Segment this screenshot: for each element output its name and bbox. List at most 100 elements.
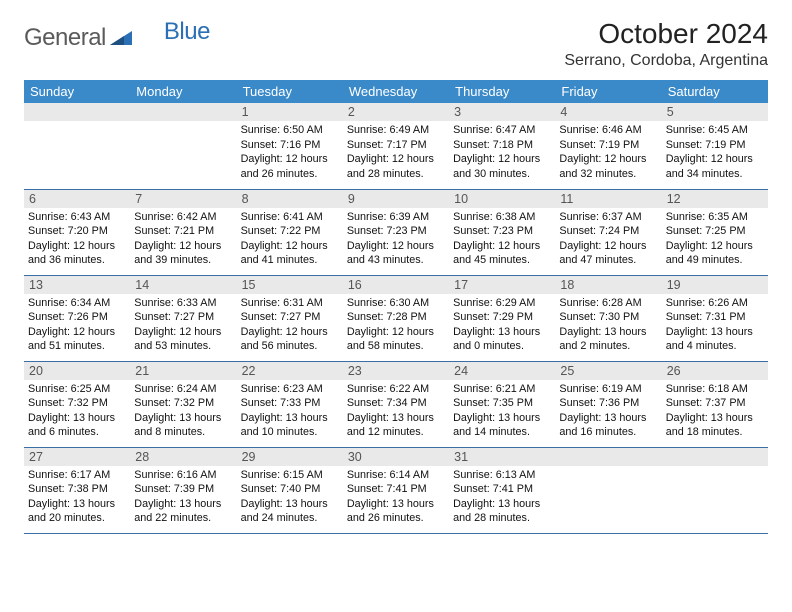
day-number: 6 (24, 190, 130, 208)
day-number: 30 (343, 448, 449, 466)
day-number: 7 (130, 190, 236, 208)
day-details: Sunrise: 6:24 AMSunset: 7:32 PMDaylight:… (130, 380, 236, 444)
day-details: Sunrise: 6:37 AMSunset: 7:24 PMDaylight:… (555, 208, 661, 272)
calendar-day-cell: 7Sunrise: 6:42 AMSunset: 7:21 PMDaylight… (130, 189, 236, 275)
day-details: Sunrise: 6:46 AMSunset: 7:19 PMDaylight:… (555, 121, 661, 185)
day-details: Sunrise: 6:38 AMSunset: 7:23 PMDaylight:… (449, 208, 555, 272)
day-number: 8 (237, 190, 343, 208)
calendar-day-cell: 5Sunrise: 6:45 AMSunset: 7:19 PMDaylight… (662, 103, 768, 189)
day-details: Sunrise: 6:39 AMSunset: 7:23 PMDaylight:… (343, 208, 449, 272)
calendar-day-cell: 31Sunrise: 6:13 AMSunset: 7:41 PMDayligh… (449, 447, 555, 533)
weekday-header: Monday (130, 80, 236, 103)
calendar-empty-cell (130, 103, 236, 189)
day-details: Sunrise: 6:18 AMSunset: 7:37 PMDaylight:… (662, 380, 768, 444)
day-details: Sunrise: 6:33 AMSunset: 7:27 PMDaylight:… (130, 294, 236, 358)
calendar-day-cell: 2Sunrise: 6:49 AMSunset: 7:17 PMDaylight… (343, 103, 449, 189)
day-number: 20 (24, 362, 130, 380)
day-details: Sunrise: 6:30 AMSunset: 7:28 PMDaylight:… (343, 294, 449, 358)
day-number: 3 (449, 103, 555, 121)
day-details: Sunrise: 6:43 AMSunset: 7:20 PMDaylight:… (24, 208, 130, 272)
header: General Blue October 2024 Serrano, Cordo… (24, 18, 768, 70)
calendar-empty-cell (555, 447, 661, 533)
calendar-day-cell: 26Sunrise: 6:18 AMSunset: 7:37 PMDayligh… (662, 361, 768, 447)
day-number: 22 (237, 362, 343, 380)
day-details: Sunrise: 6:28 AMSunset: 7:30 PMDaylight:… (555, 294, 661, 358)
day-details: Sunrise: 6:13 AMSunset: 7:41 PMDaylight:… (449, 466, 555, 530)
day-number: 25 (555, 362, 661, 380)
calendar-table: SundayMondayTuesdayWednesdayThursdayFrid… (24, 80, 768, 534)
day-details: Sunrise: 6:23 AMSunset: 7:33 PMDaylight:… (237, 380, 343, 444)
calendar-empty-cell (662, 447, 768, 533)
weekday-header: Thursday (449, 80, 555, 103)
brand-part1: General (24, 24, 106, 52)
day-number: 26 (662, 362, 768, 380)
calendar-day-cell: 22Sunrise: 6:23 AMSunset: 7:33 PMDayligh… (237, 361, 343, 447)
day-details: Sunrise: 6:15 AMSunset: 7:40 PMDaylight:… (237, 466, 343, 530)
calendar-day-cell: 8Sunrise: 6:41 AMSunset: 7:22 PMDaylight… (237, 189, 343, 275)
day-number: 4 (555, 103, 661, 121)
day-number: 31 (449, 448, 555, 466)
day-details: Sunrise: 6:25 AMSunset: 7:32 PMDaylight:… (24, 380, 130, 444)
calendar-day-cell: 16Sunrise: 6:30 AMSunset: 7:28 PMDayligh… (343, 275, 449, 361)
brand-logo: General Blue (24, 18, 210, 52)
calendar-day-cell: 20Sunrise: 6:25 AMSunset: 7:32 PMDayligh… (24, 361, 130, 447)
calendar-empty-cell (24, 103, 130, 189)
day-number: 14 (130, 276, 236, 294)
calendar-day-cell: 25Sunrise: 6:19 AMSunset: 7:36 PMDayligh… (555, 361, 661, 447)
day-number: 16 (343, 276, 449, 294)
day-details: Sunrise: 6:19 AMSunset: 7:36 PMDaylight:… (555, 380, 661, 444)
calendar-day-cell: 28Sunrise: 6:16 AMSunset: 7:39 PMDayligh… (130, 447, 236, 533)
calendar-day-cell: 29Sunrise: 6:15 AMSunset: 7:40 PMDayligh… (237, 447, 343, 533)
day-number: 18 (555, 276, 661, 294)
day-details: Sunrise: 6:16 AMSunset: 7:39 PMDaylight:… (130, 466, 236, 530)
month-title: October 2024 (564, 18, 768, 50)
triangle-icon (110, 27, 132, 50)
calendar-week-row: 27Sunrise: 6:17 AMSunset: 7:38 PMDayligh… (24, 447, 768, 533)
day-number: 24 (449, 362, 555, 380)
title-block: October 2024 Serrano, Cordoba, Argentina (564, 18, 768, 70)
calendar-day-cell: 3Sunrise: 6:47 AMSunset: 7:18 PMDaylight… (449, 103, 555, 189)
calendar-day-cell: 9Sunrise: 6:39 AMSunset: 7:23 PMDaylight… (343, 189, 449, 275)
day-number: 17 (449, 276, 555, 294)
day-number: 11 (555, 190, 661, 208)
calendar-day-cell: 1Sunrise: 6:50 AMSunset: 7:16 PMDaylight… (237, 103, 343, 189)
calendar-body: 1Sunrise: 6:50 AMSunset: 7:16 PMDaylight… (24, 103, 768, 533)
day-number: 23 (343, 362, 449, 380)
weekday-header-row: SundayMondayTuesdayWednesdayThursdayFrid… (24, 80, 768, 103)
calendar-day-cell: 15Sunrise: 6:31 AMSunset: 7:27 PMDayligh… (237, 275, 343, 361)
calendar-day-cell: 6Sunrise: 6:43 AMSunset: 7:20 PMDaylight… (24, 189, 130, 275)
day-details: Sunrise: 6:35 AMSunset: 7:25 PMDaylight:… (662, 208, 768, 272)
weekday-header: Friday (555, 80, 661, 103)
day-number: 21 (130, 362, 236, 380)
day-number: 2 (343, 103, 449, 121)
day-number: 27 (24, 448, 130, 466)
brand-part2: Blue (164, 18, 210, 46)
calendar-day-cell: 19Sunrise: 6:26 AMSunset: 7:31 PMDayligh… (662, 275, 768, 361)
weekday-header: Saturday (662, 80, 768, 103)
day-details: Sunrise: 6:14 AMSunset: 7:41 PMDaylight:… (343, 466, 449, 530)
weekday-header: Wednesday (343, 80, 449, 103)
day-number: 29 (237, 448, 343, 466)
calendar-day-cell: 24Sunrise: 6:21 AMSunset: 7:35 PMDayligh… (449, 361, 555, 447)
day-details: Sunrise: 6:31 AMSunset: 7:27 PMDaylight:… (237, 294, 343, 358)
day-details: Sunrise: 6:22 AMSunset: 7:34 PMDaylight:… (343, 380, 449, 444)
day-details: Sunrise: 6:29 AMSunset: 7:29 PMDaylight:… (449, 294, 555, 358)
weekday-header: Sunday (24, 80, 130, 103)
day-number: 1 (237, 103, 343, 121)
day-details: Sunrise: 6:47 AMSunset: 7:18 PMDaylight:… (449, 121, 555, 185)
day-number: 28 (130, 448, 236, 466)
day-details: Sunrise: 6:26 AMSunset: 7:31 PMDaylight:… (662, 294, 768, 358)
day-number: 9 (343, 190, 449, 208)
calendar-day-cell: 27Sunrise: 6:17 AMSunset: 7:38 PMDayligh… (24, 447, 130, 533)
day-details: Sunrise: 6:42 AMSunset: 7:21 PMDaylight:… (130, 208, 236, 272)
day-number: 15 (237, 276, 343, 294)
calendar-day-cell: 18Sunrise: 6:28 AMSunset: 7:30 PMDayligh… (555, 275, 661, 361)
day-details: Sunrise: 6:49 AMSunset: 7:17 PMDaylight:… (343, 121, 449, 185)
weekday-header: Tuesday (237, 80, 343, 103)
day-number: 5 (662, 103, 768, 121)
day-details: Sunrise: 6:34 AMSunset: 7:26 PMDaylight:… (24, 294, 130, 358)
location-text: Serrano, Cordoba, Argentina (564, 52, 768, 70)
calendar-week-row: 1Sunrise: 6:50 AMSunset: 7:16 PMDaylight… (24, 103, 768, 189)
day-number: 12 (662, 190, 768, 208)
calendar-week-row: 13Sunrise: 6:34 AMSunset: 7:26 PMDayligh… (24, 275, 768, 361)
